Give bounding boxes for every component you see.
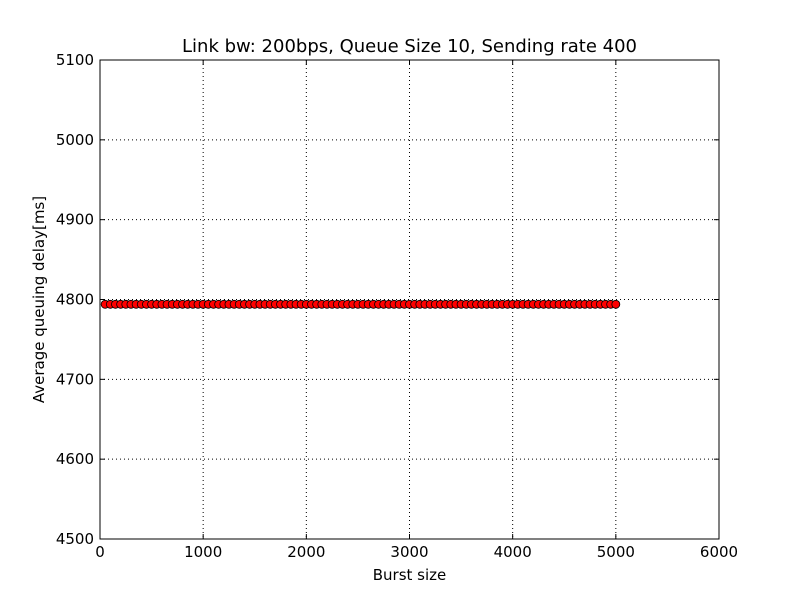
- axis-ticks: 0 1000 2000 3000 4000 5000 6000 4500 4600 4700 480…: [56, 51, 738, 561]
- y-tick-label: 4700: [56, 370, 94, 388]
- y-tick-label: 4600: [56, 450, 94, 468]
- y-tick-label: 5000: [56, 131, 94, 149]
- x-tick-label: 4000: [494, 543, 532, 561]
- y-tick-label: 5100: [56, 51, 94, 69]
- x-tick-label: 1000: [184, 543, 222, 561]
- y-tick-label: 4800: [56, 291, 94, 309]
- x-tick-label: 6000: [700, 543, 738, 561]
- data-points: [100, 299, 621, 309]
- x-tick-label: 0: [95, 543, 105, 561]
- y-tick-label: 4500: [56, 530, 94, 548]
- data-point: [611, 299, 621, 309]
- x-tick-label: 3000: [390, 543, 428, 561]
- x-tick-label: 5000: [597, 543, 635, 561]
- grid-lines: [100, 60, 719, 539]
- y-tick-label: 4900: [56, 211, 94, 229]
- y-axis-label: Average queuing delay[ms]: [30, 196, 48, 403]
- chart-title: Link bw: 200bps, Queue Size 10, Sending …: [182, 36, 637, 57]
- x-axis-label: Burst size: [373, 566, 447, 584]
- x-tick-label: 2000: [287, 543, 325, 561]
